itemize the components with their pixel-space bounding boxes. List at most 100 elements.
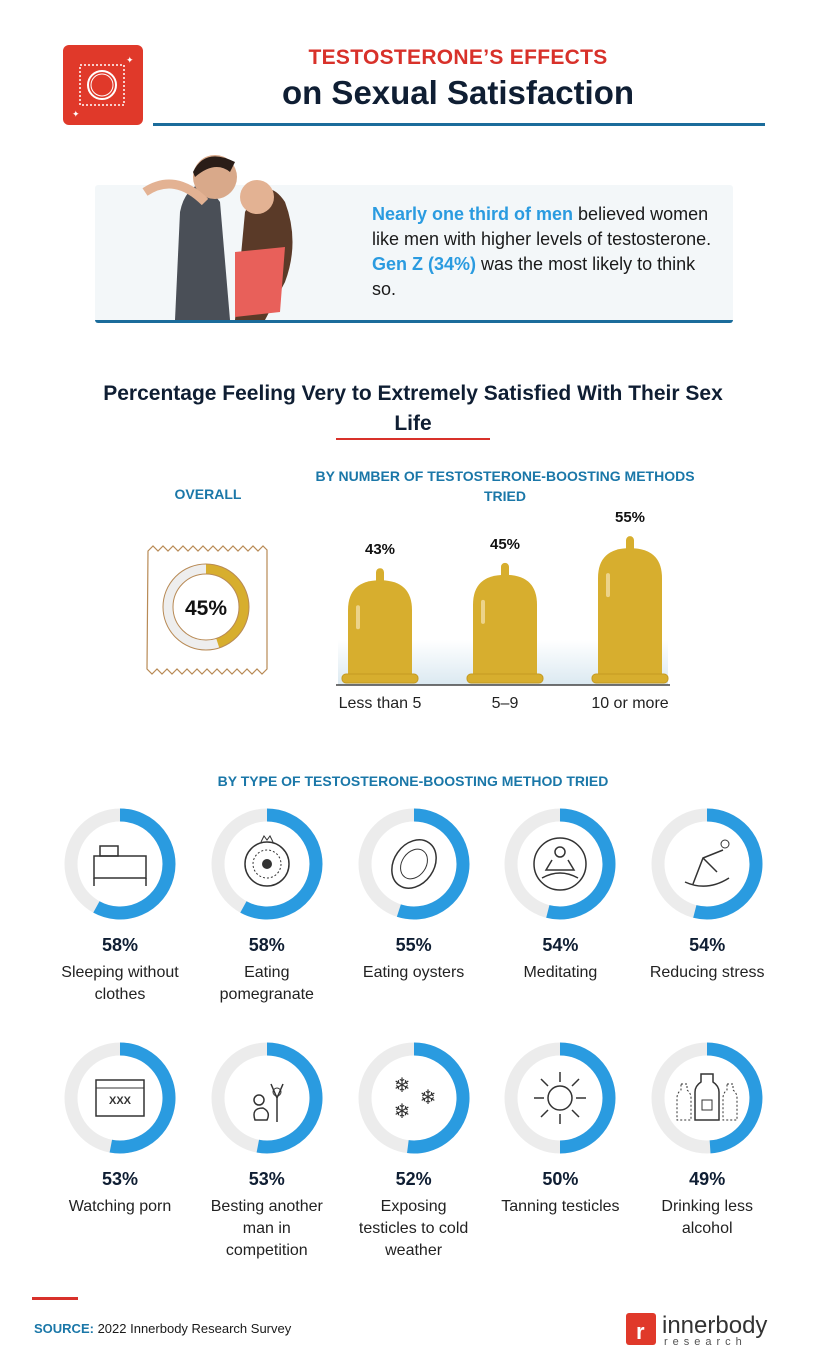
category-label: 10 or more <box>591 695 669 712</box>
method-item: 53% Besting another man in competition <box>197 1040 337 1262</box>
method-item: XXX 53% Watching porn <box>50 1040 190 1218</box>
pomegranate-icon <box>244 835 290 887</box>
oyster-icon <box>390 839 437 889</box>
method-label: Eating pomegranate <box>219 964 314 1003</box>
overall-heading: OVERALL <box>174 486 242 502</box>
meditation-icon <box>533 837 588 891</box>
callout-text-2: was the most likely to think so. <box>372 254 696 299</box>
method-ring <box>504 1042 616 1154</box>
source-note: SOURCE: 2022 Innerbody Research Survey <box>34 1321 291 1336</box>
brand-sub: research <box>664 1336 747 1347</box>
method-ring: ❄ ❄ ❄ <box>358 1042 470 1154</box>
category-label: Less than 5 <box>338 695 422 712</box>
method-ring <box>504 808 616 920</box>
method-ring <box>358 808 470 920</box>
ring-value <box>546 808 616 920</box>
ring-value <box>93 808 176 920</box>
couple-photo <box>135 142 305 320</box>
ring-value <box>240 808 323 920</box>
ring-value <box>693 808 763 920</box>
method-percent: 50% <box>542 1169 579 1189</box>
method-item: 50% Tanning testicles <box>490 1040 630 1218</box>
svg-text:r: r <box>636 1319 645 1344</box>
bar-1 <box>466 562 544 684</box>
method-label: Reducing stress <box>649 964 765 981</box>
rocking-chair-icon <box>684 839 730 887</box>
browser-xxx-icon: XXX <box>95 1079 145 1117</box>
overall-ring-value <box>205 564 249 648</box>
method-item: 58% Eating pomegranate <box>197 806 337 1006</box>
logo-condom-wrapper-icon: ✦ ✦ <box>63 45 143 125</box>
bed-icon <box>93 845 147 886</box>
by-number-bar-chart: 43% 45% 55% <box>336 509 670 686</box>
bottles-icon <box>676 1073 738 1121</box>
method-percent: 58% <box>248 935 285 955</box>
title-line-2: on Sexual Satisfaction <box>281 74 635 111</box>
method-label: Exposing testicles to cold weather <box>358 1198 469 1259</box>
method-label: Besting another man in competition <box>210 1198 323 1259</box>
source-label: SOURCE: <box>34 1321 94 1336</box>
section-divider <box>336 438 490 440</box>
method-ring: XXX <box>64 1042 176 1154</box>
method-label: Drinking less alcohol <box>661 1198 753 1237</box>
source-text: 2022 Innerbody Research Survey <box>93 1321 292 1336</box>
callout-highlight-1: Nearly one third of men <box>372 204 574 224</box>
brand-name: innerbody <box>662 1312 767 1339</box>
method-item: 54% Reducing stress <box>637 806 777 984</box>
method-item: 49% Drinking less alcohol <box>637 1040 777 1240</box>
method-ring <box>651 808 763 920</box>
victory-icon <box>253 1083 284 1122</box>
innerbody-logo: r innerbody research <box>626 1311 796 1348</box>
method-percent: 55% <box>395 935 432 955</box>
svg-text:❄: ❄ <box>393 1075 410 1097</box>
method-ring <box>211 808 323 920</box>
callout-highlight-2: Gen Z (34%) <box>372 254 477 274</box>
method-label: Tanning testicles <box>501 1198 620 1215</box>
bar-value-label: 45% <box>490 536 520 553</box>
svg-text:✦: ✦ <box>126 55 134 65</box>
overall-value-label: 45% <box>185 597 227 620</box>
method-percent: 58% <box>101 935 139 955</box>
ring-value <box>706 1042 763 1154</box>
method-item: ❄ ❄ ❄ 52% Exposing testicles to cold weath… <box>344 1040 484 1262</box>
sun-icon <box>534 1072 587 1124</box>
method-percent: 54% <box>689 935 726 955</box>
method-ring <box>64 808 176 920</box>
svg-text:❄: ❄ <box>419 1087 436 1109</box>
bar-value-label: 43% <box>365 541 395 558</box>
snowflake-icon: ❄ ❄ ❄ <box>393 1075 436 1123</box>
ring-value <box>406 1042 470 1154</box>
method-percent: 52% <box>395 1169 432 1189</box>
xxx-text: XXX <box>109 1095 132 1107</box>
category-label: 5–9 <box>491 695 519 712</box>
svg-text:✦: ✦ <box>72 109 80 119</box>
bar-0 <box>341 568 419 684</box>
ring-value <box>109 1042 176 1154</box>
method-ring <box>211 1042 323 1154</box>
title-line-1: TESTOSTERONE’S EFFECTS <box>308 46 608 69</box>
method-label: Eating oysters <box>362 964 465 981</box>
by-number-heading: BY NUMBER OF TESTOSTERONE-BOOSTING METHO… <box>315 468 695 504</box>
bar-value-label: 55% <box>615 509 645 526</box>
by-type-heading: BY TYPE OF TESTOSTERONE-BOOSTING METHOD … <box>217 773 609 789</box>
method-item: 54% Meditating <box>490 806 630 984</box>
ring-value <box>396 808 470 920</box>
callout-text-1: believed women like men with higher leve… <box>372 204 712 249</box>
title-divider <box>153 123 765 126</box>
ring-value <box>560 1042 616 1154</box>
method-label: Sleeping without clothes <box>61 964 179 1003</box>
method-label: Meditating <box>523 964 598 981</box>
wrapper-outline <box>146 545 268 675</box>
source-divider <box>32 1297 78 1300</box>
method-item: 55% Eating oysters <box>344 806 484 984</box>
method-percent: 53% <box>248 1169 285 1189</box>
ring-value <box>256 1042 323 1154</box>
method-percent: 54% <box>542 935 579 955</box>
overall-donut-chart: 45% <box>146 545 268 675</box>
method-item: 58% Sleeping without clothes <box>50 806 190 1006</box>
method-percent: 53% <box>101 1169 139 1189</box>
method-percent: 49% <box>689 1169 726 1189</box>
svg-text:❄: ❄ <box>393 1101 410 1123</box>
method-label: Watching porn <box>68 1198 172 1215</box>
section-title: Percentage Feeling Very to Extremely Sat… <box>103 382 723 435</box>
